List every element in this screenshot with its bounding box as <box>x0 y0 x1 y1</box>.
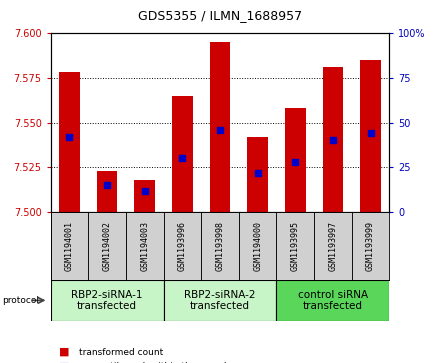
Point <box>66 134 73 140</box>
Bar <box>134 180 155 212</box>
Point <box>292 159 299 165</box>
Point <box>216 127 224 132</box>
Text: protocol: protocol <box>2 296 39 305</box>
Text: control siRNA
transfected: control siRNA transfected <box>298 290 368 311</box>
Text: percentile rank within the sample: percentile rank within the sample <box>79 362 232 363</box>
Text: GSM1194001: GSM1194001 <box>65 221 74 271</box>
Bar <box>97 171 117 212</box>
Text: GSM1193999: GSM1193999 <box>366 221 375 271</box>
Text: GSM1193996: GSM1193996 <box>178 221 187 271</box>
Bar <box>51 212 88 280</box>
Bar <box>352 212 389 280</box>
Text: GSM1194002: GSM1194002 <box>103 221 112 271</box>
Point <box>141 188 148 194</box>
Bar <box>164 212 201 280</box>
Bar <box>285 108 306 212</box>
Bar <box>51 280 164 321</box>
Bar <box>172 95 193 212</box>
Bar <box>360 60 381 212</box>
Point <box>179 155 186 161</box>
Text: GDS5355 / ILMN_1688957: GDS5355 / ILMN_1688957 <box>138 9 302 22</box>
Bar <box>247 137 268 212</box>
Text: ■: ■ <box>59 347 70 357</box>
Text: RBP2-siRNA-1
transfected: RBP2-siRNA-1 transfected <box>71 290 143 311</box>
Bar <box>126 212 164 280</box>
Bar <box>88 212 126 280</box>
Bar <box>276 280 389 321</box>
Bar <box>323 67 343 212</box>
Bar <box>314 212 352 280</box>
Bar <box>164 280 276 321</box>
Text: GSM1194000: GSM1194000 <box>253 221 262 271</box>
Text: GSM1193997: GSM1193997 <box>328 221 337 271</box>
Point <box>254 170 261 176</box>
Bar <box>239 212 276 280</box>
Text: ■: ■ <box>59 362 70 363</box>
Text: GSM1194003: GSM1194003 <box>140 221 149 271</box>
Point <box>103 183 110 188</box>
Text: GSM1193995: GSM1193995 <box>291 221 300 271</box>
Text: RBP2-siRNA-2
transfected: RBP2-siRNA-2 transfected <box>184 290 256 311</box>
Point <box>367 130 374 136</box>
Bar <box>59 72 80 212</box>
Text: GSM1193998: GSM1193998 <box>216 221 224 271</box>
Bar <box>209 42 231 212</box>
Text: transformed count: transformed count <box>79 348 163 356</box>
Bar <box>276 212 314 280</box>
Point <box>330 138 337 143</box>
Bar <box>201 212 239 280</box>
